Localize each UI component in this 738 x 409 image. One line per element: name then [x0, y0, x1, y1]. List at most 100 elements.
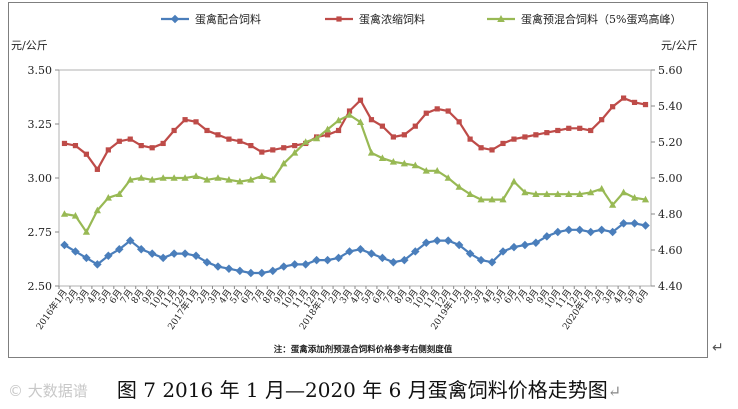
data-point: [511, 136, 517, 142]
data-point: [169, 249, 179, 258]
data-point: [104, 251, 113, 261]
data-point: [334, 253, 343, 263]
data-point: [116, 138, 122, 144]
data-point: [564, 225, 574, 235]
y-left-tick-label: 3.50: [28, 64, 53, 77]
data-point: [356, 245, 365, 254]
data-point: [389, 257, 398, 267]
data-point: [455, 183, 463, 190]
data-point: [345, 111, 354, 118]
y-right-tick-label: 5.40: [658, 100, 683, 113]
data-point: [401, 132, 407, 138]
data-point: [137, 174, 145, 181]
data-point: [553, 227, 563, 237]
watermark: © 大数据谱: [8, 382, 88, 400]
data-point: [520, 240, 530, 250]
data-point: [412, 123, 418, 129]
data-point: [444, 174, 452, 181]
data-point: [279, 262, 288, 271]
data-point: [224, 264, 234, 273]
figure-caption: 图 7 2016 年 1 月—2020 年 6 月蛋禽饲料价格走势图↵: [0, 374, 738, 403]
data-point: [620, 95, 627, 101]
data-point: [215, 132, 221, 138]
data-point: [443, 236, 453, 245]
data-point: [554, 190, 562, 197]
data-point: [115, 245, 124, 254]
data-point: [213, 262, 223, 271]
data-point: [82, 228, 91, 235]
caption-text: 图 7 2016 年 1 月—2020 年 6 月蛋禽饲料价格走势图: [116, 378, 608, 402]
data-point: [248, 143, 254, 149]
data-point: [434, 106, 440, 112]
data-point: [148, 176, 156, 183]
data-point: [334, 116, 343, 124]
data-point: [379, 123, 386, 129]
data-point: [247, 176, 255, 183]
data-point: [237, 138, 243, 144]
data-point: [586, 227, 595, 237]
series-line-2: [64, 96, 646, 172]
data-point: [577, 125, 583, 131]
data-point: [257, 268, 267, 278]
data-point: [466, 190, 474, 197]
data-point: [313, 134, 321, 142]
data-point: [411, 161, 419, 169]
data-point: [619, 188, 628, 196]
data-point: [566, 125, 572, 131]
data-point: [280, 159, 288, 167]
data-point: [631, 99, 638, 105]
data-point: [246, 268, 256, 278]
data-point: [147, 249, 157, 258]
data-point: [290, 260, 299, 269]
y-right-unit: 元/公斤: [661, 39, 698, 52]
data-point: [181, 174, 189, 181]
data-point: [367, 249, 376, 258]
data-point: [576, 190, 584, 197]
data-point: [292, 143, 298, 149]
data-point: [158, 253, 168, 263]
paragraph-mark-icon: ↵: [607, 382, 622, 401]
data-point: [269, 176, 277, 183]
data-point: [500, 140, 506, 147]
paragraph-mark-icon: ↵: [712, 340, 724, 356]
data-point: [368, 117, 375, 123]
x-tick-label: 6月: [634, 287, 651, 305]
data-point: [588, 127, 594, 134]
data-point: [642, 101, 649, 108]
data-point: [422, 238, 431, 248]
data-point: [291, 149, 299, 156]
data-point: [422, 167, 430, 174]
chart-note: 注：蛋禽添加剂预混合饲料价格参考右侧刻度值: [274, 344, 453, 355]
data-point: [149, 145, 155, 151]
data-point: [533, 132, 539, 138]
data-point: [160, 140, 166, 147]
data-point: [171, 127, 177, 134]
data-point: [597, 225, 606, 235]
data-point: [521, 188, 529, 196]
data-point: [159, 174, 167, 181]
data-point: [60, 210, 69, 217]
data-point: [522, 134, 528, 140]
y-left-tick-label: 3.25: [28, 118, 53, 131]
data-point: [400, 159, 408, 167]
data-point: [180, 249, 190, 258]
data-point: [499, 195, 507, 203]
data-point: [104, 194, 112, 201]
data-point: [345, 247, 354, 256]
y-right-tick-label: 5.20: [658, 136, 683, 149]
data-point: [214, 174, 222, 181]
data-point: [510, 177, 518, 185]
data-point: [630, 219, 639, 228]
data-point: [465, 249, 475, 258]
data-point: [454, 240, 464, 250]
data-point: [565, 190, 573, 197]
legend-marker: [170, 14, 180, 24]
data-point: [312, 255, 321, 265]
data-point: [609, 201, 617, 208]
data-point: [105, 147, 111, 153]
data-point: [126, 236, 135, 245]
data-point: [302, 138, 310, 145]
chart-frame: 3.50 3.25 3.00 2.75 2.50 5.60 5.40 5.20 5.00 4.80…: [8, 2, 708, 358]
y-left-unit: 元/公斤: [11, 39, 48, 52]
data-point: [456, 119, 462, 125]
